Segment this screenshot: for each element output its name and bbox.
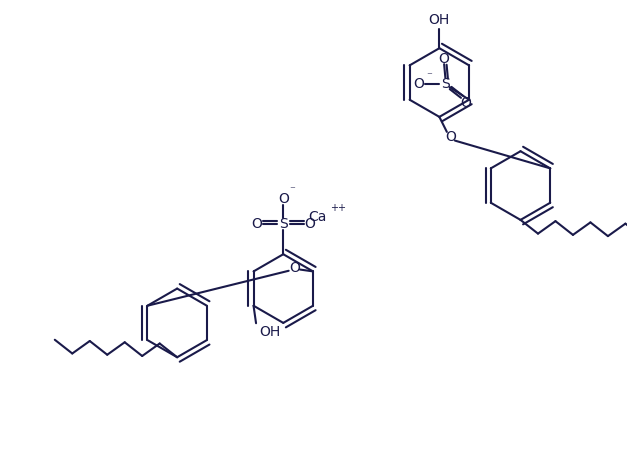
Text: OH: OH xyxy=(259,325,281,339)
Text: ⁻: ⁻ xyxy=(426,71,432,81)
Text: O: O xyxy=(252,217,262,231)
Text: O: O xyxy=(304,217,315,231)
Text: O: O xyxy=(438,52,450,66)
Text: ⁻: ⁻ xyxy=(290,186,296,195)
Text: ++: ++ xyxy=(330,203,345,213)
Text: OH: OH xyxy=(429,13,450,27)
Text: O: O xyxy=(413,77,424,91)
Text: Ca: Ca xyxy=(308,210,327,224)
Text: O: O xyxy=(289,261,300,275)
Text: O: O xyxy=(460,96,470,110)
Text: O: O xyxy=(445,130,456,144)
Text: S: S xyxy=(441,77,450,91)
Text: S: S xyxy=(279,217,287,231)
Text: O: O xyxy=(278,192,289,206)
